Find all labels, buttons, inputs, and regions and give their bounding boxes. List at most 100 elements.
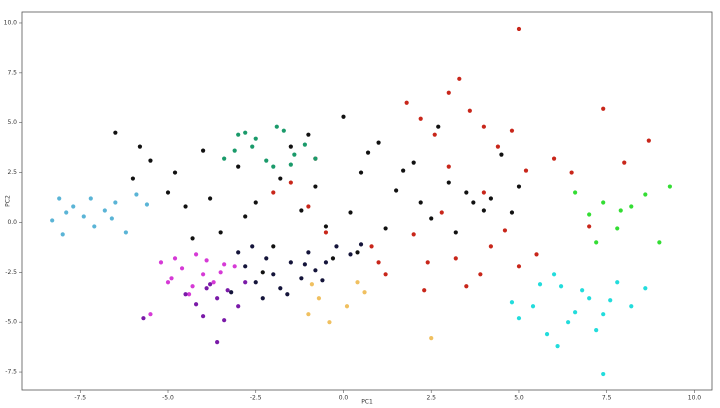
point <box>534 252 539 257</box>
point <box>446 180 451 185</box>
point <box>218 270 223 275</box>
point <box>172 256 178 261</box>
x-tick-label: 10.0 <box>688 395 702 402</box>
point <box>436 124 441 129</box>
point <box>523 168 529 173</box>
point <box>253 280 258 285</box>
point <box>278 286 283 291</box>
point <box>488 244 493 249</box>
point <box>274 124 279 129</box>
x-tick-label: 2.5 <box>426 395 436 402</box>
point <box>323 224 329 229</box>
point <box>425 260 430 265</box>
point <box>629 204 634 209</box>
point <box>225 288 230 293</box>
x-tick-label: 5.0 <box>514 395 524 402</box>
point <box>208 282 213 287</box>
point <box>348 252 353 257</box>
point <box>316 296 322 301</box>
point <box>516 184 522 189</box>
point <box>334 244 339 249</box>
point <box>215 296 220 301</box>
point <box>323 260 329 265</box>
point <box>323 230 329 235</box>
point <box>236 304 241 309</box>
point <box>288 180 293 185</box>
point <box>211 280 216 285</box>
point <box>200 272 206 277</box>
point <box>193 252 199 257</box>
point <box>186 292 192 297</box>
point <box>481 208 486 213</box>
point <box>439 210 444 215</box>
point <box>629 304 634 309</box>
point <box>429 216 434 221</box>
point <box>320 278 325 283</box>
y-tick-label: 7.5 <box>7 69 17 76</box>
point <box>109 216 114 221</box>
point <box>264 256 269 261</box>
point <box>232 264 237 269</box>
point <box>394 188 399 193</box>
point <box>243 280 248 285</box>
point <box>369 244 374 249</box>
point <box>222 156 227 161</box>
point <box>348 210 353 215</box>
point <box>299 208 304 213</box>
point <box>183 292 188 297</box>
point <box>71 204 76 209</box>
point <box>446 164 451 169</box>
point <box>453 256 458 261</box>
point <box>292 152 297 157</box>
point <box>183 204 188 209</box>
x-tick-label: -7.5 <box>74 395 86 402</box>
point <box>236 164 241 169</box>
point <box>422 288 427 293</box>
point <box>464 284 469 289</box>
point <box>667 184 672 189</box>
point <box>229 290 234 295</box>
point <box>573 310 578 315</box>
point <box>148 312 153 317</box>
point <box>580 288 585 293</box>
point <box>165 190 171 195</box>
point <box>457 76 462 81</box>
point <box>208 196 213 201</box>
point <box>411 160 416 165</box>
point <box>467 108 472 113</box>
point <box>148 158 153 163</box>
point <box>204 286 209 291</box>
point <box>250 144 255 149</box>
y-tick-label: 10.0 <box>4 19 18 26</box>
point <box>657 240 662 245</box>
point <box>383 226 388 231</box>
point <box>601 200 606 205</box>
point <box>232 148 237 153</box>
point <box>130 176 136 181</box>
point <box>215 340 220 345</box>
point <box>418 200 423 205</box>
point <box>327 320 332 325</box>
point <box>134 192 139 197</box>
point <box>615 280 620 285</box>
point <box>471 200 476 205</box>
point <box>253 200 258 205</box>
point <box>453 230 458 235</box>
point <box>601 312 606 317</box>
point <box>509 210 515 215</box>
point <box>222 262 227 267</box>
point <box>144 202 150 207</box>
point <box>376 260 381 265</box>
point <box>306 250 311 255</box>
point <box>169 276 174 281</box>
point <box>446 90 451 95</box>
point <box>622 160 627 165</box>
x-tick-label: -5.0 <box>162 395 174 402</box>
y-tick-label: 5.0 <box>7 119 17 126</box>
point <box>141 316 146 321</box>
point <box>401 168 406 173</box>
point <box>57 196 62 201</box>
point <box>646 138 651 143</box>
point <box>404 100 409 105</box>
